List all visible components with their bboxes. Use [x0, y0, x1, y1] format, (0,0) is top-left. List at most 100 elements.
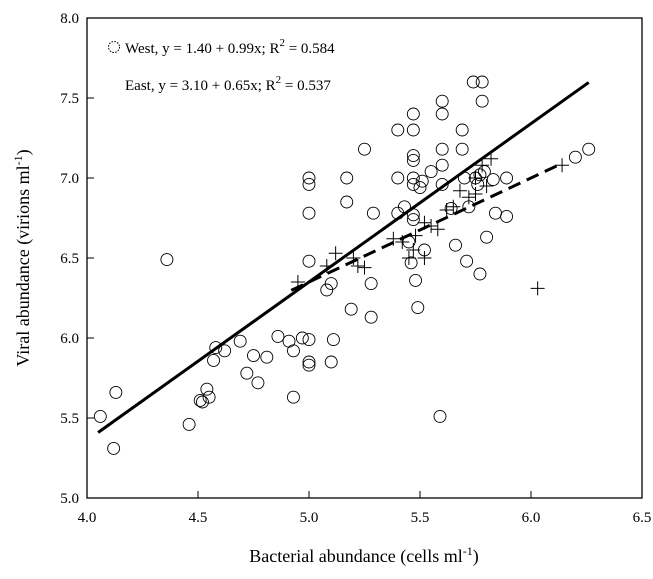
west-point	[287, 344, 300, 358]
west-point	[200, 382, 214, 396]
west-point	[302, 355, 316, 369]
west-point	[404, 256, 418, 270]
west-point	[182, 417, 196, 431]
axis-ticks: 4.0 4.5 5.0 5.5 6.0 6.5 5.0 5.5 6.0 6.5 7.0 7.5 8.0	[60, 11, 651, 526]
legend-west-label: West, y = 1.40 + 0.99x; R2 = 0.584	[125, 37, 335, 57]
y-tick-label: 8.0	[60, 11, 79, 27]
west-point	[409, 273, 423, 287]
west-point	[209, 341, 223, 355]
x-tick-label: 4.5	[189, 510, 208, 526]
west-point	[364, 277, 378, 291]
x-tick-label: 6.0	[522, 510, 541, 526]
y-tick-label: 5.5	[60, 411, 79, 427]
y-tick-label: 5.0	[60, 491, 79, 507]
east-point	[395, 235, 410, 249]
west-point	[391, 171, 405, 185]
west-point	[287, 390, 300, 404]
west-fit-line	[97, 81, 590, 434]
west-point	[406, 107, 420, 121]
east-point	[290, 275, 305, 289]
west-point	[326, 333, 340, 347]
west-point	[324, 355, 338, 369]
legend-west-marker	[108, 41, 120, 53]
west-point	[500, 209, 514, 223]
east-point	[461, 190, 476, 205]
west-point	[406, 153, 420, 167]
east-point	[350, 259, 365, 273]
east-point	[417, 251, 432, 265]
west-point	[406, 171, 420, 185]
east-point	[406, 243, 421, 257]
y-tick-label: 7.5	[60, 91, 79, 107]
west-point	[406, 123, 420, 137]
west-point	[93, 409, 107, 423]
east-point	[401, 251, 416, 265]
west-point	[109, 385, 123, 399]
west-point	[473, 168, 487, 182]
east-point	[530, 281, 545, 296]
east-point	[328, 246, 343, 261]
west-point	[413, 181, 427, 195]
east-point	[468, 171, 483, 185]
east-point	[452, 183, 467, 198]
west-point	[489, 206, 502, 220]
x-tick-label: 4.0	[78, 510, 97, 526]
west-point	[415, 174, 429, 188]
west-point	[251, 376, 265, 390]
x-axis-title: Bacterial abundance (cells ml-1)	[249, 544, 478, 567]
west-point	[302, 206, 316, 220]
east-point	[424, 219, 439, 233]
west-point	[475, 75, 489, 89]
west-point	[271, 329, 285, 343]
y-axis-title: Viral abundance (virions ml-1)	[11, 149, 34, 366]
west-point	[340, 195, 354, 209]
west-point	[295, 331, 309, 345]
y-tick-label: 7.0	[60, 171, 79, 187]
west-point	[486, 173, 500, 187]
x-tick-label: 5.5	[411, 510, 430, 526]
west-point	[455, 123, 469, 137]
west-point	[207, 353, 220, 367]
west-point	[160, 253, 174, 267]
east-point	[430, 222, 445, 237]
west-point	[398, 200, 411, 214]
west-point	[449, 238, 462, 252]
east-point	[446, 199, 461, 214]
west-point	[406, 177, 420, 191]
west-point	[406, 208, 420, 222]
west-point	[282, 334, 296, 348]
east-point	[319, 259, 334, 273]
west-point	[568, 150, 582, 164]
east-point	[386, 231, 401, 246]
legend-east-label: East, y = 3.10 + 0.65x; R2 = 0.537	[125, 74, 331, 94]
west-point	[480, 230, 494, 244]
west-point	[324, 277, 338, 291]
west-point	[195, 395, 209, 409]
east-point	[468, 187, 483, 201]
west-point	[460, 254, 474, 268]
west-point	[455, 142, 469, 156]
legend: West, y = 1.40 + 0.99x; R2 = 0.584 East,…	[108, 37, 335, 94]
east-point	[484, 151, 499, 166]
west-point	[320, 283, 334, 297]
west-point	[406, 149, 420, 163]
west-point	[435, 107, 449, 121]
west-point	[435, 142, 449, 156]
east-point	[408, 228, 423, 243]
east-point	[417, 215, 432, 230]
west-point	[424, 165, 438, 179]
west-point	[444, 201, 458, 215]
west-point	[260, 350, 274, 364]
west-point	[500, 171, 514, 185]
west-point	[302, 254, 316, 268]
east-point	[479, 179, 494, 193]
west-point	[475, 94, 489, 108]
west-point	[302, 177, 316, 191]
west-point	[406, 213, 420, 227]
west-point	[582, 142, 596, 156]
west-point	[233, 334, 247, 348]
x-tick-label: 6.5	[633, 510, 652, 526]
y-tick-label: 6.5	[60, 251, 79, 267]
west-point	[302, 333, 316, 347]
east-point	[475, 158, 490, 173]
